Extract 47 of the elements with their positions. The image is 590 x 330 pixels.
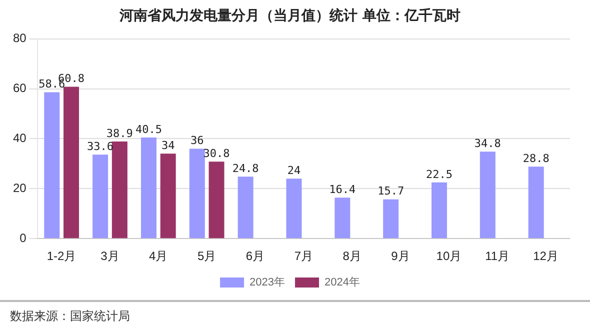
bar <box>92 154 108 238</box>
x-tick-label: 7月 <box>294 249 314 264</box>
x-tick-label: 1-2月 <box>46 249 76 264</box>
legend-label: 2023年 <box>250 276 286 289</box>
bar <box>238 176 254 238</box>
x-tick-label: 3月 <box>100 249 120 264</box>
y-tick-label: 20 <box>12 180 27 195</box>
bar <box>112 141 128 238</box>
x-tick-label: 6月 <box>246 249 265 264</box>
data-label: 30.8 <box>203 147 230 160</box>
data-label: 24 <box>287 164 301 178</box>
x-tick-label: 9月 <box>391 249 410 264</box>
data-label: 38.9 <box>106 126 133 140</box>
data-label: 34.8 <box>474 137 501 150</box>
x-tick-label: 12月 <box>533 249 558 264</box>
data-label: 28.8 <box>522 152 550 166</box>
source-note: 数据来源：国家统计局 <box>10 309 130 323</box>
bar <box>286 178 302 238</box>
x-tick-label: 5月 <box>197 249 216 264</box>
data-label: 36 <box>190 134 204 148</box>
x-tick-label: 8月 <box>342 249 362 264</box>
bar <box>383 199 399 238</box>
y-tick-label: 80 <box>12 31 27 46</box>
data-label: 22.5 <box>426 168 453 181</box>
chart-title: 河南省风力发电量分月（当月值）统计 单位：亿千瓦时 <box>118 7 460 24</box>
x-tick-label: 10月 <box>436 249 462 264</box>
x-tick-label: 11月 <box>485 249 510 264</box>
bar <box>189 148 205 238</box>
data-label: 16.4 <box>329 183 356 196</box>
y-tick-label: 0 <box>20 230 27 245</box>
data-label: 34 <box>161 139 176 152</box>
bar <box>44 92 60 238</box>
data-label: 15.7 <box>378 184 404 198</box>
bar <box>334 198 350 238</box>
y-tick-label: 60 <box>12 81 27 96</box>
bar <box>208 162 224 238</box>
x-tick-label: 4月 <box>149 249 168 264</box>
data-label: 24.8 <box>232 162 259 176</box>
bar <box>140 137 156 238</box>
legend-label: 2024年 <box>324 276 360 289</box>
bar <box>63 86 79 238</box>
data-label: 40.5 <box>135 122 162 136</box>
y-tick-label: 40 <box>12 131 27 146</box>
bar <box>480 152 496 238</box>
bar <box>528 166 544 238</box>
bar <box>160 154 176 238</box>
bar <box>432 182 448 238</box>
